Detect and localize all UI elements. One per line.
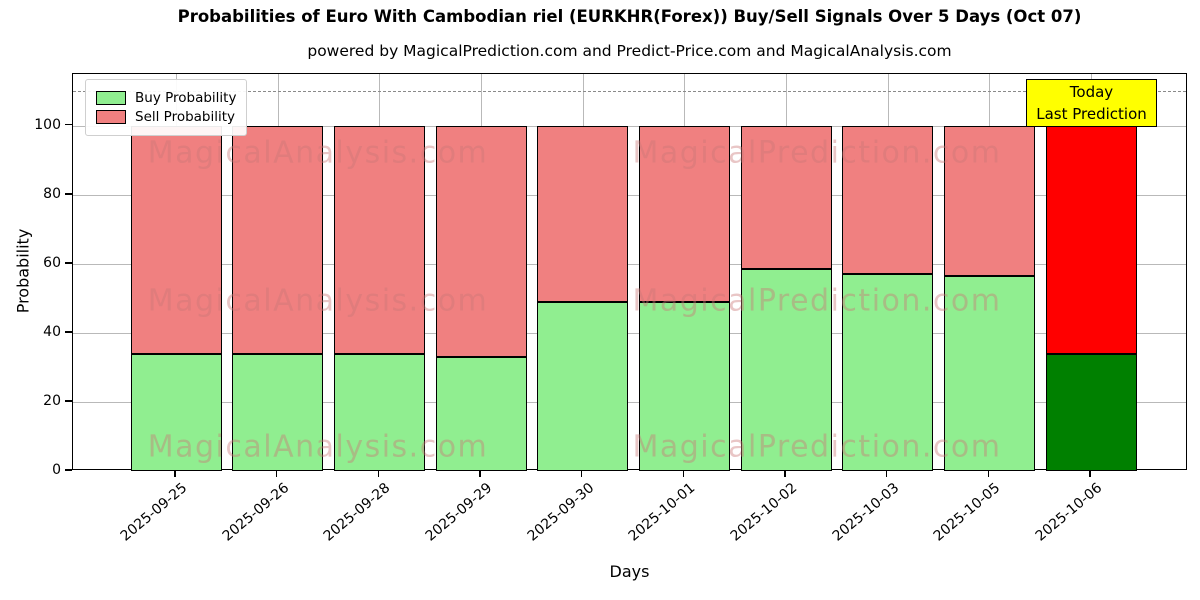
legend: Buy Probability Sell Probability	[85, 79, 248, 136]
watermark-text: MagicalAnalysis.com	[147, 135, 489, 171]
sell-bar-segment	[740, 125, 832, 270]
x-tick-label: 2025-10-03	[829, 480, 902, 545]
x-tick-label: 2025-10-01	[625, 480, 699, 545]
h-gridline	[73, 125, 1186, 127]
today-annotation-line2: Last Prediction	[1036, 105, 1147, 123]
buy-bar-segment	[740, 269, 832, 471]
sell-bar-segment	[537, 125, 629, 302]
sell-bar-segment	[435, 125, 527, 358]
y-axis-label: Probability	[13, 228, 33, 314]
x-tick-mark	[479, 470, 481, 477]
x-axis-label: Days	[609, 562, 650, 581]
buy-bar-segment	[232, 353, 324, 471]
x-tick-label: 2025-09-26	[219, 480, 292, 545]
x-tick-label: 2025-09-25	[117, 480, 191, 545]
legend-label: Buy Probability	[135, 90, 237, 106]
chart-subtitle: powered by MagicalPrediction.com and Pre…	[307, 42, 952, 60]
y-tick-label: 40	[43, 323, 61, 340]
legend-swatch-icon	[96, 110, 126, 124]
sell-bar-segment	[232, 125, 324, 354]
plot-area: MagicalAnalysis.com MagicalPrediction.com…	[72, 73, 1187, 471]
y-tick-label: 20	[43, 392, 61, 409]
sell-bar-segment	[1045, 125, 1137, 354]
h-gridline	[73, 194, 1186, 196]
x-tick-mark	[580, 470, 583, 477]
x-tick-label: 2025-09-30	[524, 480, 597, 545]
legend-swatch-icon	[96, 91, 126, 105]
sell-bar-segment	[333, 125, 425, 354]
buy-bar-segment	[435, 357, 527, 471]
x-tick-mark	[275, 470, 278, 477]
sell-bar-segment	[638, 125, 730, 302]
x-tick-label: 2025-10-02	[727, 480, 801, 545]
buy-bar-segment	[1045, 353, 1137, 471]
buy-bar-segment	[943, 275, 1035, 471]
x-tick-label: 2025-09-28	[320, 480, 394, 545]
x-tick-label: 2025-10-06	[1032, 480, 1106, 545]
y-tick-mark	[65, 469, 72, 471]
x-tick-mark	[885, 470, 888, 477]
y-tick-mark	[65, 193, 72, 195]
y-tick-mark	[65, 400, 72, 402]
h-gridline	[73, 332, 1186, 334]
x-tick-label: 2025-10-05	[930, 480, 1004, 545]
h-gridline	[73, 401, 1186, 403]
y-tick-mark	[65, 262, 72, 264]
legend-label: Sell Probability	[135, 109, 236, 125]
x-tick-mark	[377, 470, 380, 477]
sell-bar-segment	[943, 125, 1035, 276]
y-tick-label: 0	[52, 462, 61, 478]
y-tick-label: 60	[43, 254, 61, 271]
chart-title: Probabilities of Euro With Cambodian rie…	[177, 7, 1082, 26]
buy-bar-segment	[130, 353, 222, 471]
today-annotation-line1: Today	[1069, 82, 1114, 101]
legend-item: Buy Probability	[96, 90, 236, 106]
x-tick-label: 2025-09-29	[422, 480, 496, 545]
legend-item: Sell Probability	[96, 109, 236, 125]
x-tick-mark	[174, 470, 176, 477]
y-tick-mark	[65, 124, 72, 126]
y-tick-label: 100	[34, 116, 61, 133]
buy-bar-segment	[842, 274, 934, 471]
buy-bar-segment	[333, 353, 425, 471]
watermark-text: MagicalAnalysis.com	[147, 283, 489, 319]
buy-bar-segment	[537, 301, 629, 471]
sell-bar-segment	[842, 125, 934, 275]
buy-bar-segment	[638, 301, 730, 471]
x-tick-mark	[1089, 470, 1091, 477]
today-annotation: Today Last Prediction	[1026, 79, 1157, 127]
y-tick-label: 80	[43, 185, 61, 202]
threshold-dashed-line	[73, 91, 1186, 93]
watermark-text: MagicalPrediction.com	[632, 429, 1002, 465]
sell-bar-segment	[130, 125, 222, 354]
x-tick-mark	[987, 470, 990, 477]
watermark-text: MagicalAnalysis.com	[147, 429, 489, 465]
watermark-text: MagicalPrediction.com	[632, 135, 1002, 171]
x-tick-mark	[682, 470, 685, 477]
h-gridline	[73, 263, 1186, 265]
y-tick-mark	[65, 331, 72, 333]
watermark-text: MagicalPrediction.com	[632, 283, 1002, 319]
x-tick-mark	[784, 470, 786, 477]
